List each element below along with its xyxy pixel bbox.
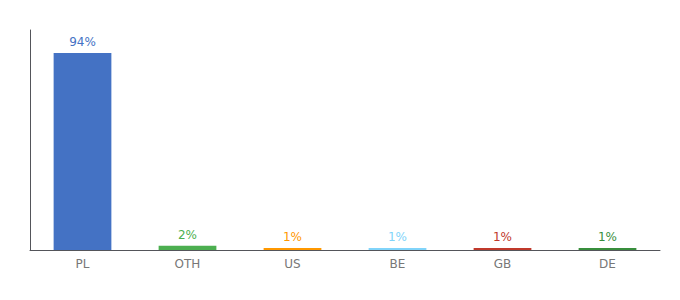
svg-text:2%: 2% <box>178 228 197 242</box>
svg-text:1%: 1% <box>388 230 407 244</box>
svg-text:1%: 1% <box>493 230 512 244</box>
svg-text:GB: GB <box>494 257 512 271</box>
svg-text:US: US <box>284 257 300 271</box>
svg-text:1%: 1% <box>598 230 617 244</box>
svg-text:1%: 1% <box>283 230 302 244</box>
svg-text:94%: 94% <box>69 35 96 49</box>
svg-text:BE: BE <box>390 257 406 271</box>
svg-text:DE: DE <box>599 257 616 271</box>
svg-text:PL: PL <box>76 257 90 271</box>
svg-text:OTH: OTH <box>175 257 201 271</box>
